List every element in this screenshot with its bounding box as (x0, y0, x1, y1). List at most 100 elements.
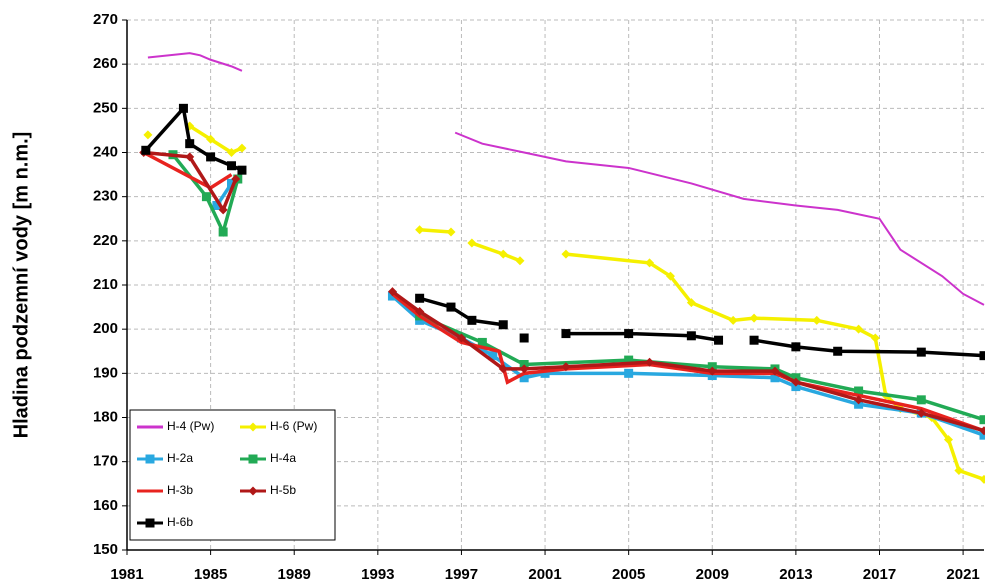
data-point (488, 351, 498, 361)
x-tick-label: 2005 (612, 566, 645, 583)
data-point (645, 258, 655, 268)
data-point (954, 466, 964, 475)
legend-marker (145, 454, 155, 464)
data-point (143, 130, 153, 140)
data-point (979, 351, 985, 361)
data-point (749, 335, 759, 345)
legend-label: H-6b (167, 515, 193, 529)
y-tick-label: 240 (93, 143, 118, 160)
x-tick-label: 2017 (863, 566, 896, 583)
legend-label: H-2a (167, 451, 193, 465)
data-point (467, 315, 477, 325)
data-point (178, 103, 188, 113)
data-point (645, 357, 655, 367)
y-tick-label: 230 (93, 188, 118, 205)
data-point (237, 165, 247, 175)
y-tick-label: 200 (93, 320, 118, 337)
data-point (218, 227, 228, 237)
x-tick-label: 1989 (278, 566, 311, 583)
data-point (456, 333, 466, 343)
data-point (686, 298, 696, 308)
data-point (201, 192, 211, 202)
data-point (231, 174, 241, 184)
data-point (791, 377, 801, 387)
series-line (565, 331, 719, 342)
legend-label: H-3b (167, 483, 193, 497)
data-point (812, 315, 822, 325)
data-point (624, 355, 634, 365)
legend-marker (248, 486, 258, 496)
data-point (770, 366, 780, 376)
data-point (387, 287, 397, 297)
legend-box (129, 409, 336, 541)
y-tick-label: 250 (93, 99, 118, 116)
data-point (467, 238, 477, 248)
data-point (916, 347, 926, 357)
series-line (419, 296, 504, 327)
series-line (753, 338, 985, 358)
data-point (854, 395, 864, 405)
data-point (498, 320, 508, 330)
data-point (415, 225, 425, 235)
data-point (686, 331, 696, 341)
data-point (540, 368, 550, 378)
data-point (624, 329, 634, 339)
legend-label: H-6 (Pw) (270, 419, 317, 433)
data-point (185, 139, 195, 149)
series-line (471, 241, 521, 263)
y-tick-label: 180 (93, 408, 118, 425)
data-point (728, 315, 738, 325)
data-point (854, 386, 864, 396)
data-point (218, 205, 228, 215)
data-point (415, 293, 425, 303)
y-tick-label: 260 (93, 55, 118, 72)
data-point (714, 335, 724, 345)
data-point (770, 373, 780, 383)
data-point (227, 178, 237, 188)
data-point (561, 329, 571, 339)
series-line (188, 124, 243, 155)
y-tick-label: 210 (93, 276, 118, 293)
y-axis-label: Hladina podzemní vody [m n.m.] (10, 132, 32, 439)
data-point (185, 152, 195, 162)
legend-label: H-5b (270, 483, 296, 497)
data-point (206, 134, 216, 144)
data-point (446, 227, 456, 237)
data-point (791, 342, 801, 352)
data-point (943, 435, 953, 445)
data-point (916, 408, 926, 418)
series-line (418, 314, 985, 422)
legend-label: H-4a (270, 451, 296, 465)
data-point (498, 364, 508, 374)
data-point (212, 201, 222, 210)
data-point (854, 324, 864, 334)
data-point (141, 145, 151, 155)
legend-marker (145, 518, 155, 528)
data-point (415, 307, 425, 316)
y-tick-label: 190 (93, 364, 118, 381)
data-point (561, 249, 571, 259)
data-point (519, 364, 529, 374)
data-point (749, 313, 759, 323)
legend: H-4 (Pw) H-6 (Pw) H-2a H-4a H-3b H-5b H-6b (129, 409, 336, 541)
data-point (624, 368, 634, 378)
data-point (979, 430, 985, 440)
data-point (206, 152, 216, 162)
x-tick-label: 2001 (528, 566, 561, 583)
data-point (519, 373, 529, 383)
y-tick-label: 160 (93, 497, 118, 514)
x-tick-label: 1981 (110, 566, 143, 583)
data-point (237, 143, 247, 153)
series-line (454, 131, 985, 306)
data-point (833, 346, 843, 356)
data-point (561, 362, 571, 372)
data-point (519, 333, 529, 343)
legend-label: H-4 (Pw) (167, 419, 214, 433)
data-point (446, 302, 456, 312)
data-point (979, 415, 985, 425)
series-line (419, 228, 452, 234)
series-line (147, 52, 243, 72)
x-tick-label: 1993 (361, 566, 394, 583)
y-tick-label: 170 (93, 453, 118, 470)
